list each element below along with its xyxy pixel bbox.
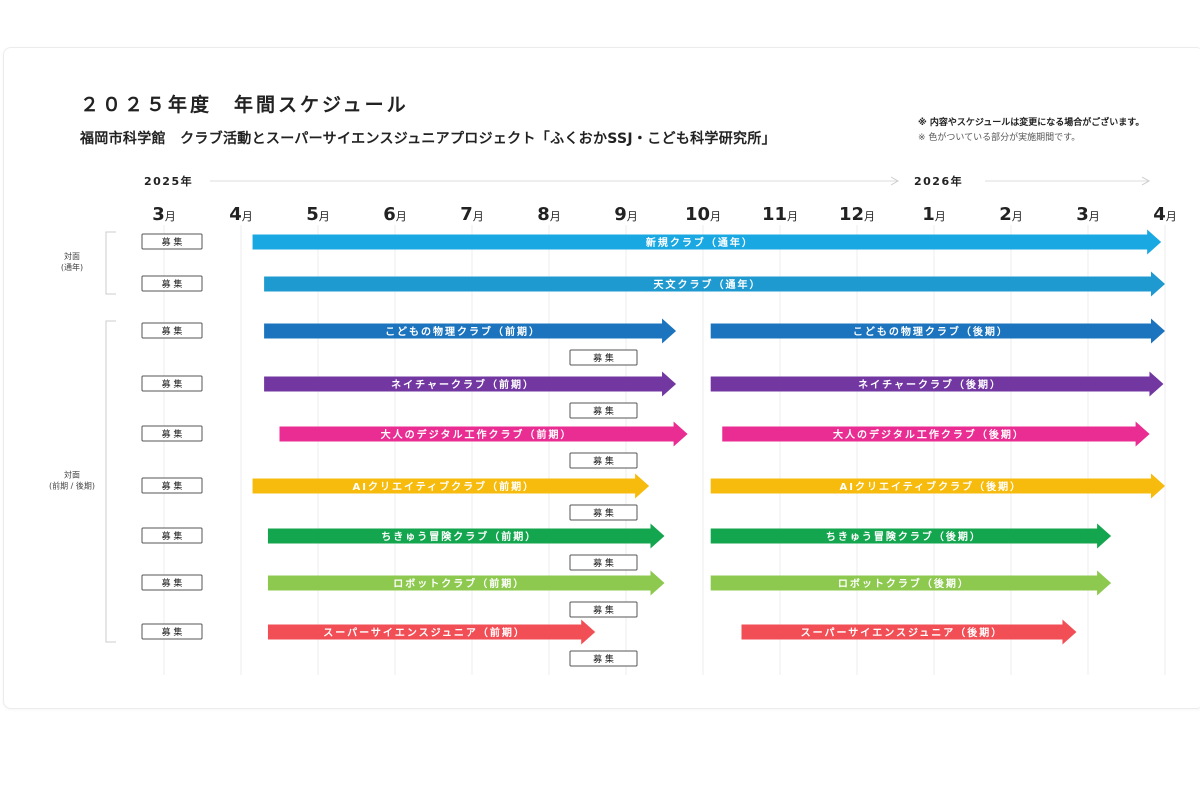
timeline-arrow bbox=[1141, 176, 1151, 186]
recruit-label: 募 集 bbox=[593, 653, 614, 665]
year-label: 2026年 bbox=[914, 174, 963, 188]
year-label: 2025年 bbox=[144, 174, 193, 188]
recruit-label: 募 集 bbox=[162, 577, 183, 589]
schedule-arrow-label: スーパーサイエンスジュニア（後期） bbox=[801, 626, 1004, 639]
recruit-box bbox=[569, 650, 638, 667]
schedule-arrow bbox=[710, 371, 1164, 397]
schedule-arrow bbox=[264, 271, 1166, 297]
recruit-label: 募 集 bbox=[593, 507, 614, 519]
recruit-label: 募 集 bbox=[162, 480, 183, 492]
recruit-box bbox=[141, 623, 203, 640]
recruit-label: 募 集 bbox=[162, 530, 183, 542]
month-label: 4月 bbox=[1153, 204, 1177, 225]
recruit-box bbox=[569, 554, 638, 571]
month-label: 12月 bbox=[839, 204, 875, 225]
group-bracket bbox=[105, 320, 116, 643]
month-label: 4月 bbox=[229, 204, 253, 225]
schedule-arrow bbox=[710, 318, 1165, 344]
group-label: 対面 bbox=[64, 470, 80, 480]
recruit-box bbox=[141, 527, 203, 544]
schedule-arrow bbox=[722, 421, 1150, 447]
schedule-arrow-label: こどもの物理クラブ（前期） bbox=[385, 325, 541, 338]
schedule-arrow-label: ネイチャークラブ（後期） bbox=[858, 378, 1002, 391]
month-label: 5月 bbox=[306, 204, 330, 225]
group-bracket bbox=[105, 231, 116, 295]
recruit-box bbox=[569, 504, 638, 521]
month-label: 1月 bbox=[922, 204, 946, 225]
recruit-box bbox=[569, 349, 638, 366]
recruit-label: 募 集 bbox=[162, 278, 183, 290]
recruit-box bbox=[569, 601, 638, 618]
recruit-label: 募 集 bbox=[593, 405, 614, 417]
schedule-arrow bbox=[252, 229, 1162, 255]
month-label: 6月 bbox=[383, 204, 407, 225]
recruit-label: 募 集 bbox=[593, 604, 614, 616]
schedule-arrow bbox=[710, 570, 1112, 596]
month-label: 8月 bbox=[537, 204, 561, 225]
schedule-arrow-label: 大人のデジタル工作クラブ（後期） bbox=[833, 428, 1025, 441]
note-color: ※ 色がついている部分が実施期間です。 bbox=[918, 133, 1081, 143]
schedule-arrow-label: こどもの物理クラブ（後期） bbox=[853, 325, 1009, 338]
recruit-label: 募 集 bbox=[162, 236, 183, 248]
recruit-label: 募 集 bbox=[593, 455, 614, 467]
schedule-arrow-label: ちきゅう冒険クラブ（前期） bbox=[381, 530, 537, 543]
recruit-box bbox=[569, 452, 638, 469]
month-label: 2月 bbox=[999, 204, 1023, 225]
recruit-box bbox=[141, 425, 203, 442]
schedule-arrow-label: 新規クラブ（通年） bbox=[646, 236, 754, 249]
schedule-arrow-label: 天文クラブ（通年） bbox=[654, 278, 762, 291]
recruit-box bbox=[141, 375, 203, 392]
recruit-box bbox=[141, 233, 203, 250]
recruit-label: 募 集 bbox=[593, 352, 614, 364]
recruit-label: 募 集 bbox=[162, 428, 183, 440]
recruit-box bbox=[141, 322, 203, 339]
schedule-arrow bbox=[710, 523, 1112, 549]
schedule-arrow bbox=[741, 619, 1077, 645]
month-label: 3月 bbox=[152, 204, 176, 225]
note-change: ※ 内容やスケジュールは変更になる場合がございます。 bbox=[918, 118, 1145, 128]
recruit-label: 募 集 bbox=[162, 325, 183, 337]
month-label: 10月 bbox=[685, 204, 721, 225]
recruit-label: 募 集 bbox=[162, 378, 183, 390]
schedule-arrow bbox=[710, 473, 1165, 499]
timeline-arrow bbox=[890, 176, 900, 186]
schedule-arrow-label: ちきゅう冒険クラブ（後期） bbox=[826, 530, 982, 543]
schedule-arrow-label: ネイチャークラブ（前期） bbox=[391, 378, 535, 391]
page-subtitle: 福岡市科学館 クラブ活動とスーパーサイエンスジュニアプロジェクト「ふくおかSSJ… bbox=[80, 131, 776, 147]
schedule-arrow-label: スーパーサイエンスジュニア（前期） bbox=[323, 626, 526, 639]
month-label: 3月 bbox=[1076, 204, 1100, 225]
recruit-box bbox=[141, 275, 203, 292]
group-label: (前期 / 後期) bbox=[49, 481, 95, 491]
schedule-arrow bbox=[267, 619, 596, 645]
schedule-arrow bbox=[264, 371, 677, 397]
schedule-arrow bbox=[267, 523, 665, 549]
month-label: 7月 bbox=[460, 204, 484, 225]
page-title: ２０２５年度 年間スケジュール bbox=[80, 94, 409, 116]
schedule-arrow bbox=[267, 570, 665, 596]
schedule-arrow-label: ロボットクラブ（後期） bbox=[838, 577, 970, 590]
group-label: (通年) bbox=[61, 262, 83, 272]
schedule-arrow bbox=[264, 318, 677, 344]
schedule-arrow bbox=[252, 473, 650, 499]
schedule-arrow bbox=[279, 421, 688, 447]
recruit-box bbox=[569, 402, 638, 419]
recruit-label: 募 集 bbox=[162, 626, 183, 638]
recruit-box bbox=[141, 574, 203, 591]
month-label: 9月 bbox=[614, 204, 638, 225]
group-label: 対面 bbox=[64, 251, 80, 261]
schedule-arrow-label: ロボットクラブ（前期） bbox=[393, 577, 525, 590]
schedule-arrow-label: AIクリエイティブクラブ（後期） bbox=[840, 480, 1023, 493]
schedule-arrow-label: 大人のデジタル工作クラブ（前期） bbox=[381, 428, 573, 441]
recruit-box bbox=[141, 477, 203, 494]
month-label: 11月 bbox=[762, 204, 798, 225]
recruit-label: 募 集 bbox=[593, 557, 614, 569]
schedule-arrow-label: AIクリエイティブクラブ（前期） bbox=[352, 480, 535, 493]
